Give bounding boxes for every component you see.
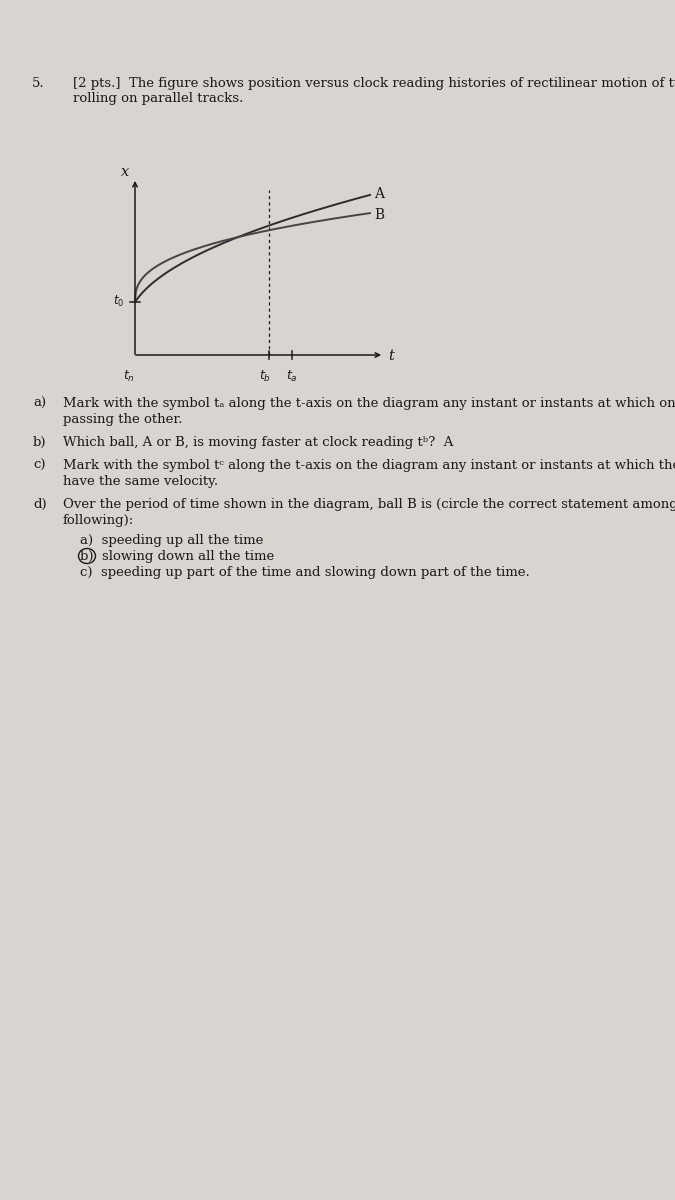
- Text: c)  speeding up part of the time and slowing down part of the time.: c) speeding up part of the time and slow…: [80, 566, 530, 578]
- Text: c): c): [33, 458, 45, 472]
- Text: b)  slowing down all the time: b) slowing down all the time: [80, 550, 274, 563]
- Text: B: B: [374, 208, 384, 222]
- Text: A: A: [374, 187, 384, 200]
- Text: $t_n$: $t_n$: [123, 370, 135, 384]
- Text: Over the period of time shown in the diagram, ball B is (circle the correct stat: Over the period of time shown in the dia…: [63, 498, 675, 511]
- Text: following):: following):: [63, 514, 134, 527]
- Text: d): d): [33, 498, 47, 511]
- Text: a)  speeding up all the time: a) speeding up all the time: [80, 534, 263, 547]
- Text: Mark with the symbol tᶜ along the t-axis on the diagram any instant or instants : Mark with the symbol tᶜ along the t-axis…: [63, 458, 675, 472]
- Text: 5.: 5.: [32, 77, 45, 90]
- Text: Mark with the symbol tₐ along the t-axis on the diagram any instant or instants : Mark with the symbol tₐ along the t-axis…: [63, 397, 675, 410]
- Text: rolling on parallel tracks.: rolling on parallel tracks.: [73, 92, 244, 104]
- Text: have the same velocity.: have the same velocity.: [63, 475, 218, 488]
- Text: a): a): [33, 397, 46, 410]
- Text: $t_b$: $t_b$: [259, 370, 271, 384]
- Text: $t_a$: $t_a$: [286, 370, 298, 384]
- Text: b): b): [33, 436, 47, 449]
- Text: $\it{t}$$_0$: $\it{t}$$_0$: [113, 294, 124, 308]
- Text: [2 pts.]  The figure shows position versus clock reading histories of rectilinea: [2 pts.] The figure shows position versu…: [73, 77, 675, 90]
- Text: passing the other.: passing the other.: [63, 413, 182, 426]
- Text: t: t: [388, 349, 394, 362]
- Text: Which ball, A or B, is moving faster at clock reading tᵇ?  A: Which ball, A or B, is moving faster at …: [63, 436, 454, 449]
- Text: x: x: [121, 164, 129, 179]
